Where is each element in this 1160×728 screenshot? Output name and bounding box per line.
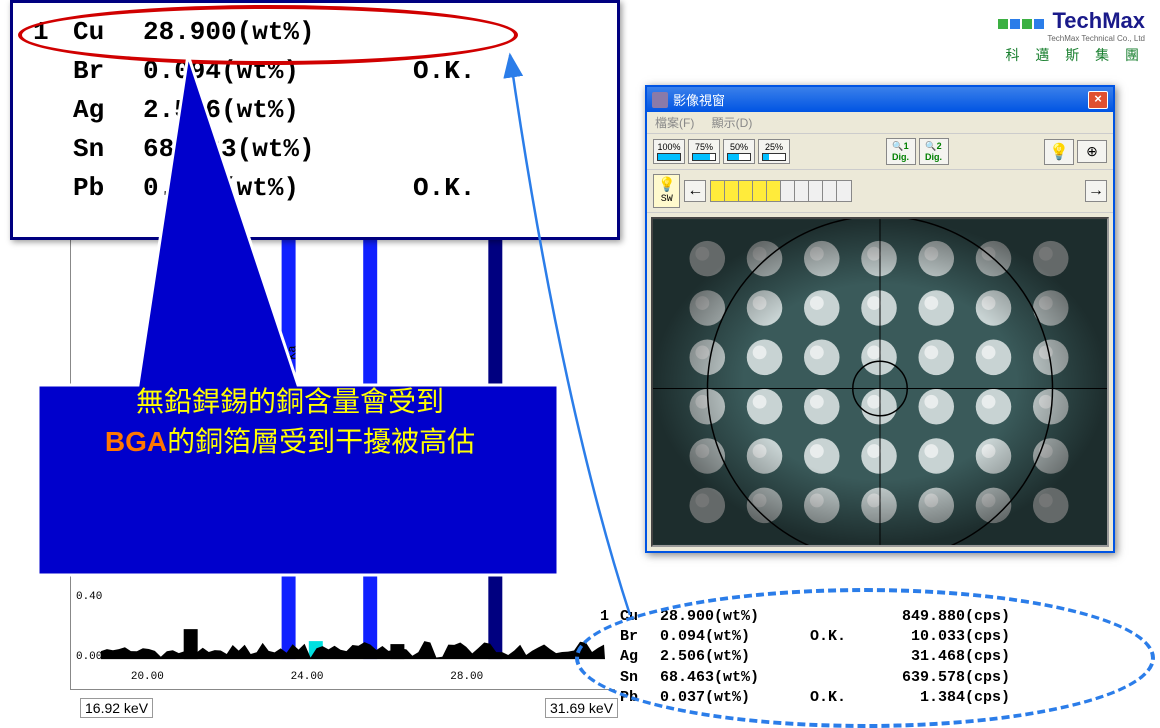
kev-left-label: 16.92 keV <box>80 698 153 718</box>
svg-text:20.00: 20.00 <box>131 671 164 683</box>
window-icon <box>652 92 668 108</box>
magnifier-icon: 🔍2 <box>925 141 941 152</box>
crosshair-icon: ⊕ <box>1086 143 1098 160</box>
magnifier-icon: 🔍1 <box>892 141 908 152</box>
svg-text:24.00: 24.00 <box>291 671 324 683</box>
left-arrow-button[interactable]: ← <box>684 180 706 202</box>
window-title: 影像視窗 <box>673 90 1088 109</box>
table-row: 1Cu28.900(wt%)849.880(cps) <box>600 607 1120 627</box>
toolbar2: 💡 SW ← → <box>647 170 1113 213</box>
callout-line1: 無鉛銲錫的銅含量會受到 <box>45 380 535 420</box>
dig1-button[interactable]: 🔍1 Dig. <box>886 138 916 165</box>
microscope-image <box>651 217 1109 547</box>
table-row: Sn68.463(wt%)639.578(cps) <box>600 668 1120 688</box>
logo-cn: 科 邁 斯 集 團 <box>998 45 1145 65</box>
svg-text:Ka: Ka <box>286 345 300 359</box>
logo-brand: TechMax <box>1052 8 1145 33</box>
bulb-icon: 💡 <box>1049 142 1069 162</box>
table-row: 1Cu28.900(wt%) <box>33 13 597 52</box>
close-button[interactable]: × <box>1088 91 1108 109</box>
techmax-logo: TechMax TechMax Technical Co., Ltd 科 邁 斯… <box>998 8 1145 65</box>
menubar: 檔案(F) 顯示(D) <box>647 112 1113 134</box>
light-button[interactable]: 💡 <box>1044 139 1074 165</box>
toolbar: 100%75%50%25% 🔍1 Dig. 🔍2 Dig. 💡 ⊕ <box>647 134 1113 170</box>
callout-text: 無鉛銲錫的銅含量會受到 BGA的銅箔層受到干擾被高估 <box>45 380 535 460</box>
zoom-75%-button[interactable]: 75% <box>688 139 720 164</box>
table-row: Ag2.506(wt%)31.468(cps) <box>600 647 1120 667</box>
results-table: 1Cu28.900(wt%)849.880(cps)Br0.094(wt%)O.… <box>600 607 1120 708</box>
logo-subtitle: TechMax Technical Co., Ltd <box>998 34 1145 43</box>
window-titlebar[interactable]: 影像視窗 × <box>647 87 1113 112</box>
callout-line2-suffix: 的銅箔層受到干擾被高估 <box>167 426 475 457</box>
table-row: Pb0.037(wt%)O.K.1.384(cps) <box>600 688 1120 708</box>
zoom-25%-button[interactable]: 25% <box>758 139 790 164</box>
menu-file[interactable]: 檔案(F) <box>655 116 694 130</box>
callout-line2: BGA的銅箔層受到干擾被高估 <box>45 420 535 460</box>
crosshair-button[interactable]: ⊕ <box>1077 140 1107 163</box>
callout-bga: BGA <box>105 426 167 457</box>
svg-text:0.40: 0.40 <box>76 591 102 603</box>
menu-view[interactable]: 顯示(D) <box>712 116 753 130</box>
spectrum-chart: 0.00 0.40 20.00 24.00 28.00 Ka <box>70 240 615 690</box>
table-row: Sn68.463(wt%) <box>33 130 597 169</box>
right-arrow-button[interactable]: → <box>1085 180 1107 202</box>
logo-boxes-icon <box>998 19 1044 29</box>
zoom-50%-button[interactable]: 50% <box>723 139 755 164</box>
table-row: Ag2.506(wt%) <box>33 91 597 130</box>
dig2-button[interactable]: 🔍2 Dig. <box>919 138 949 165</box>
brightness-bars[interactable] <box>710 180 852 202</box>
svg-text:0.00: 0.00 <box>76 651 102 663</box>
svg-text:28.00: 28.00 <box>450 671 483 683</box>
element-data-table: 1Cu28.900(wt%)Br0.094(wt%)O.K.Ag2.506(wt… <box>10 0 620 240</box>
image-viewer-window: 影像視窗 × 檔案(F) 顯示(D) 100%75%50%25% 🔍1 Dig.… <box>645 85 1115 553</box>
table-row: Br0.094(wt%)O.K.10.033(cps) <box>600 627 1120 647</box>
zoom-100%-button[interactable]: 100% <box>653 139 685 164</box>
sw-button[interactable]: 💡 SW <box>653 174 680 208</box>
bulb-icon: 💡 <box>658 177 675 194</box>
table-row: Br0.094(wt%)O.K. <box>33 52 597 91</box>
table-row: Pb0.037(wt%)O.K. <box>33 169 597 208</box>
